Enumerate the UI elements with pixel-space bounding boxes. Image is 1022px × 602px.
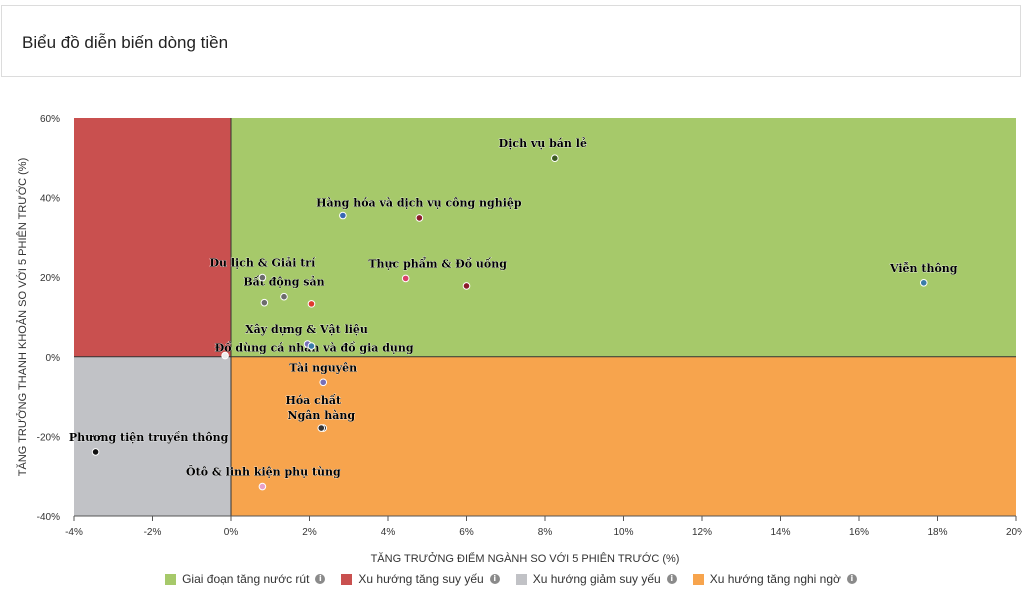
chart-legend: Giai đoạn tăng nước rút i Xu hướng tăng su… [0,572,1022,588]
legend-label: Xu hướng tăng suy yếu [358,572,484,586]
quadrant-2 [74,356,231,516]
x-tick-label: 6% [459,527,474,538]
x-axis-title: TĂNG TRƯỞNG ĐIỂM NGÀNH SO VỚI 5 PHIÊN TR… [371,552,680,565]
header-card: Biểu đồ diễn biến dòng tiền [1,5,1021,77]
point-label: Hàng hóa và dịch vụ công nghiệp [316,197,522,210]
y-tick-label: 40% [40,194,60,205]
legend-item[interactable]: Xu hướng tăng suy yếu i [341,572,500,586]
quadrant-3 [231,356,1016,516]
info-icon[interactable]: i [315,574,326,584]
y-tick-label: 60% [40,114,60,125]
data-point [258,482,267,491]
legend-item[interactable]: Giai đoạn tăng nước rút i [165,572,326,586]
point-label: Hóa chất [285,394,342,407]
x-tick-label: 16% [849,527,869,538]
data-point [415,214,424,222]
data-point [462,282,471,290]
info-icon[interactable]: i [666,574,677,584]
data-point [319,378,328,387]
point-label: Ngân hàng [288,409,356,422]
legend-item[interactable]: Xu hướng giảm suy yếu i [515,572,677,586]
x-tick-label: 2% [302,527,317,538]
x-tick-label: 18% [927,527,947,538]
legend-swatch [341,573,353,585]
data-point [307,300,316,308]
legend-label: Xu hướng giảm suy yếu [532,572,661,586]
data-point [221,351,229,360]
data-point [260,298,269,307]
data-point [91,448,100,456]
point-label: Thực phẩm & Đồ uống [368,256,507,270]
info-icon[interactable]: i [489,574,500,584]
legend-label: Giai đoạn tăng nước rút [182,572,310,586]
data-point [307,342,316,350]
quadrant-1 [74,118,231,357]
point-label: Viễn thông [889,261,958,275]
legend-swatch [165,573,177,585]
point-label: Tài nguyên [289,361,357,374]
legend-swatch [692,573,704,585]
legend-label: Xu hướng tăng nghi ngờ [709,572,841,586]
x-tick-label: 14% [770,527,790,538]
point-label: Xây dựng & Vật liệu [245,323,368,336]
x-tick-label: 12% [692,527,712,538]
x-tick-label: -4% [65,527,83,538]
data-point [317,424,326,432]
point-label: Phương tiện truyền thông [69,431,229,444]
x-tick-label: 10% [613,527,633,538]
x-tick-label: 20% [1006,527,1022,538]
x-tick-label: 8% [538,527,553,538]
y-tick-label: -20% [37,432,60,443]
data-point [401,274,410,283]
page-title: Biểu đồ diễn biến dòng tiền [22,33,229,52]
legend-item[interactable]: Xu hướng tăng nghi ngờ i [692,572,857,586]
y-tick-label: 20% [40,273,60,284]
y-tick-label: -40% [37,512,60,523]
quadrant-0 [231,118,1016,357]
legend-swatch [515,573,527,585]
point-label: Bất động sản [243,276,324,289]
data-point [258,273,267,282]
x-tick-label: 4% [381,527,396,538]
y-tick-label: 0% [46,353,61,364]
point-label: Dịch vụ bán lẻ [499,137,587,150]
x-tick-label: -2% [144,527,162,538]
point-label: Du lịch & Giải trí [210,257,317,270]
y-axis-title: TĂNG TRƯỞNG THANH KHOẢN SO VỚI 5 PHIÊN T… [16,158,29,476]
info-icon[interactable]: i [846,574,857,584]
data-point [280,292,288,301]
point-label: Ôtô & linh kiện phụ tùng [186,465,341,479]
data-point [339,211,347,220]
data-point [919,278,928,287]
x-tick-label: 0% [224,527,239,538]
data-point [551,154,559,162]
